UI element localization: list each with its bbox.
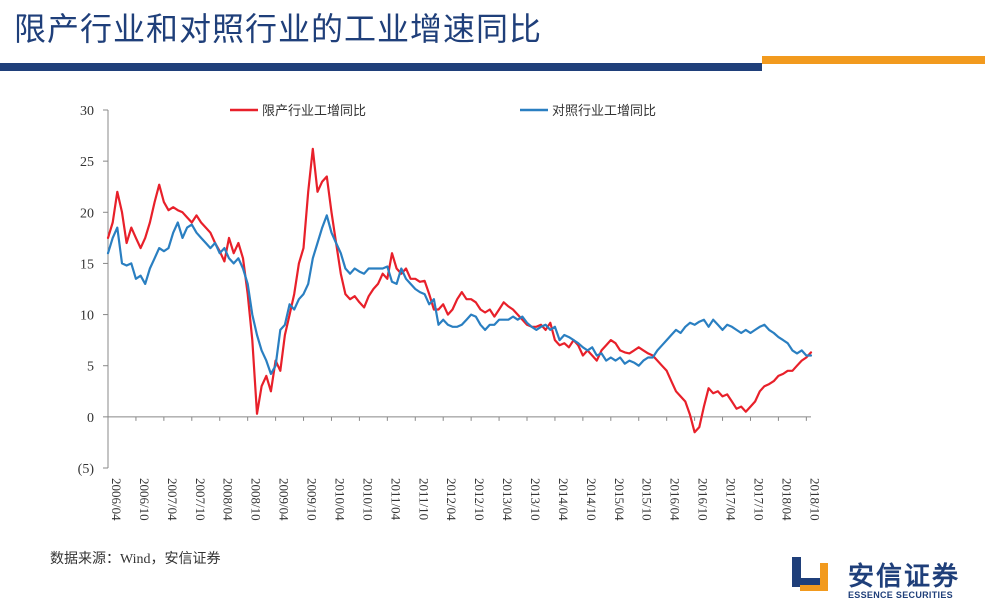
x-tick-label: 2009/10 [305,478,320,521]
title-underline-navy [0,63,762,71]
x-tick-label: 2014/10 [584,478,599,521]
y-tick-label: 15 [80,257,94,272]
x-tick-label: 2008/04 [221,478,236,521]
series-line-control [106,214,813,375]
y-tick-label: 5 [87,360,94,375]
x-tick-label: 2017/10 [751,478,766,521]
slide-title: 限产行业和对照行业的工业增速同比 [14,10,543,48]
x-tick-label: 2006/04 [109,478,124,521]
brand-subtitle: ESSENCE SECURITIES [848,590,953,600]
x-tick-label: 2010/10 [360,478,375,521]
x-tick-label: 2007/04 [165,478,180,521]
brand-block: 安信证券 ESSENCE SECURITIES [790,552,985,608]
legend-label: 对照行业工增同比 [552,103,656,118]
legend-label: 限产行业工增同比 [262,103,366,118]
source-note: 数据来源：Wind，安信证券 [50,552,221,567]
brand-logo-icon [792,557,828,591]
y-tick-label: 0 [87,411,94,426]
x-tick-label: 2016/04 [668,478,683,521]
x-tick-label: 2008/10 [249,478,264,521]
x-tick-label: 2009/04 [277,478,292,521]
y-tick-label: 25 [80,155,94,170]
x-tick-label: 2015/10 [640,478,655,521]
x-tick-label: 2018/04 [779,478,794,521]
x-tick-label: 2016/10 [696,478,711,521]
y-tick-label: (5) [78,462,95,477]
x-tick-label: 2011/10 [416,478,431,520]
x-tick-label: 2006/10 [137,478,152,521]
line-chart: (5) 0 5 10 15 20 25 30 2006/04 2006/10 2007/04 2007… [78,103,823,521]
x-tick-label: 2013/04 [500,478,515,521]
x-tick-label: 2011/04 [388,478,403,521]
y-tick-label: 30 [80,104,94,119]
y-tick-label: 10 [80,309,94,324]
x-tick-label: 2017/04 [724,478,739,521]
x-tick-label: 2014/04 [556,478,571,521]
x-tick-label: 2010/04 [332,478,347,521]
x-tick-label: 2015/04 [612,478,627,521]
series-line-restricted [106,147,813,434]
x-tick-label: 2007/10 [193,478,208,521]
title-underline-orange [762,56,985,64]
plot-area: (5) 0 5 10 15 20 25 30 2006/04 2006/10 2007/04 2007… [78,103,823,521]
x-tick-label: 2013/10 [528,478,543,521]
x-tick-label: 2018/10 [807,478,822,521]
y-tick-label: 20 [80,206,94,221]
x-tick-label: 2012/04 [444,478,459,521]
brand-name: 安信证券 [848,562,961,592]
x-tick-label: 2012/10 [472,478,487,521]
